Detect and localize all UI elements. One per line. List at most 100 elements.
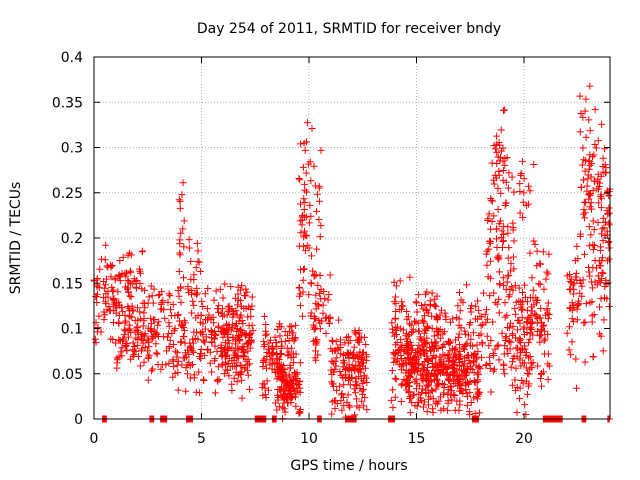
data-point — [567, 351, 575, 359]
data-point — [544, 270, 552, 278]
data-point — [319, 309, 327, 317]
data-point — [475, 371, 483, 379]
data-point — [155, 291, 163, 299]
data-point — [597, 332, 605, 340]
data-point — [403, 308, 411, 316]
data-point — [539, 248, 547, 256]
data-point — [421, 358, 429, 365]
data-point — [233, 352, 241, 360]
data-point — [274, 393, 282, 401]
data-point — [600, 316, 608, 324]
data-point — [590, 177, 598, 185]
data-point — [335, 316, 343, 324]
data-point — [219, 294, 227, 302]
data-point — [155, 318, 163, 326]
data-point — [179, 225, 187, 233]
data-point — [275, 356, 283, 364]
data-point — [214, 363, 222, 371]
data-point — [589, 284, 597, 292]
data-point — [585, 165, 593, 173]
y-tick-label: 0.2 — [61, 231, 83, 247]
data-point — [418, 361, 426, 369]
data-point — [145, 351, 153, 359]
data-point — [188, 309, 196, 317]
data-point — [397, 336, 405, 344]
y-tick-labels: 0 0.05 0.1 0.15 0.2 0.25 0.3 0.35 0.4 — [52, 50, 83, 428]
data-point — [296, 388, 304, 396]
y-axis-label: SRMTID / TECUs — [8, 182, 24, 295]
data-point — [604, 238, 612, 246]
data-point — [532, 313, 540, 321]
data-point — [598, 225, 606, 233]
data-point — [423, 322, 431, 330]
data-point — [445, 340, 453, 348]
data-point — [525, 354, 533, 362]
data-point — [519, 214, 527, 222]
data-point — [107, 263, 115, 271]
data-point — [287, 364, 295, 372]
data-point — [115, 311, 123, 319]
data-point — [472, 302, 480, 310]
data-point — [512, 334, 520, 342]
data-point — [107, 273, 115, 281]
data-point — [479, 340, 487, 348]
data-point — [431, 339, 439, 347]
data-point — [466, 410, 474, 418]
data-point — [595, 199, 603, 207]
data-point — [233, 311, 241, 319]
data-point — [311, 336, 319, 344]
data-point — [512, 298, 520, 306]
data-point — [167, 306, 175, 314]
data-point — [495, 268, 503, 276]
data-point — [266, 361, 274, 369]
data-point — [500, 350, 508, 358]
data-point — [586, 161, 594, 169]
data-point — [391, 293, 399, 301]
data-point — [118, 344, 126, 352]
data-point — [454, 376, 462, 384]
data-point — [440, 340, 448, 348]
data-point — [463, 401, 471, 409]
data-point — [456, 347, 464, 355]
data-point — [169, 356, 177, 364]
data-point — [597, 204, 605, 212]
data-point — [343, 398, 351, 406]
data-point — [115, 336, 123, 344]
data-point — [177, 338, 185, 346]
data-point — [173, 361, 181, 369]
data-point — [303, 232, 311, 240]
data-point — [511, 282, 519, 290]
data-point — [119, 335, 127, 343]
data-point — [126, 267, 134, 275]
data-point — [493, 235, 501, 243]
data-point — [340, 381, 348, 389]
data-point — [356, 348, 364, 356]
data-point — [420, 329, 428, 337]
data-point — [436, 353, 444, 361]
data-point — [577, 183, 585, 191]
data-point — [197, 355, 205, 363]
data-point — [599, 214, 607, 222]
data-point — [242, 332, 250, 340]
data-point — [239, 345, 247, 353]
data-point — [510, 237, 518, 245]
data-point — [455, 355, 463, 363]
data-point — [587, 231, 595, 239]
data-point — [232, 319, 240, 327]
data-point — [482, 250, 490, 258]
data-point — [494, 206, 502, 214]
data-point — [219, 351, 227, 359]
data-point — [533, 262, 541, 270]
data-point — [589, 353, 597, 361]
data-point — [582, 95, 590, 103]
data-point — [317, 222, 325, 230]
data-point — [194, 247, 202, 255]
data-point — [531, 240, 539, 248]
x-tick-label: 15 — [408, 431, 426, 447]
x-tick-labels: 0 5 10 15 20 — [90, 431, 533, 447]
data-point — [204, 345, 212, 353]
data-point — [242, 285, 250, 293]
data-point — [444, 376, 452, 384]
data-point — [515, 337, 523, 345]
data-point — [228, 386, 236, 394]
